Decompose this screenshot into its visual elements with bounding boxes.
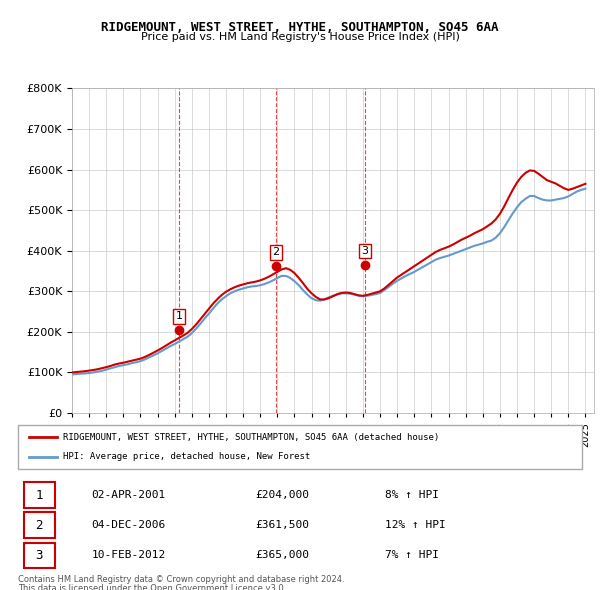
Text: 1: 1 xyxy=(35,489,43,502)
Text: 12% ↑ HPI: 12% ↑ HPI xyxy=(385,520,445,530)
Text: RIDGEMOUNT, WEST STREET, HYTHE, SOUTHAMPTON, SO45 6AA: RIDGEMOUNT, WEST STREET, HYTHE, SOUTHAMP… xyxy=(101,21,499,34)
FancyBboxPatch shape xyxy=(23,482,55,508)
Text: This data is licensed under the Open Government Licence v3.0.: This data is licensed under the Open Gov… xyxy=(18,584,286,590)
Text: £365,000: £365,000 xyxy=(255,550,309,560)
Text: HPI: Average price, detached house, New Forest: HPI: Average price, detached house, New … xyxy=(63,452,310,461)
Text: 7% ↑ HPI: 7% ↑ HPI xyxy=(385,550,439,560)
Text: 3: 3 xyxy=(362,246,368,256)
Text: 04-DEC-2006: 04-DEC-2006 xyxy=(91,520,166,530)
FancyBboxPatch shape xyxy=(23,543,55,568)
Text: Contains HM Land Registry data © Crown copyright and database right 2024.: Contains HM Land Registry data © Crown c… xyxy=(18,575,344,584)
Text: RIDGEMOUNT, WEST STREET, HYTHE, SOUTHAMPTON, SO45 6AA (detached house): RIDGEMOUNT, WEST STREET, HYTHE, SOUTHAMP… xyxy=(63,432,439,442)
Text: 2: 2 xyxy=(272,247,280,257)
Text: 1: 1 xyxy=(175,312,182,322)
Text: £204,000: £204,000 xyxy=(255,490,309,500)
Text: 02-APR-2001: 02-APR-2001 xyxy=(91,490,166,500)
Text: 2: 2 xyxy=(35,519,43,532)
Text: 3: 3 xyxy=(35,549,43,562)
Text: £361,500: £361,500 xyxy=(255,520,309,530)
FancyBboxPatch shape xyxy=(23,513,55,538)
Text: 8% ↑ HPI: 8% ↑ HPI xyxy=(385,490,439,500)
Text: Price paid vs. HM Land Registry's House Price Index (HPI): Price paid vs. HM Land Registry's House … xyxy=(140,32,460,42)
Text: 10-FEB-2012: 10-FEB-2012 xyxy=(91,550,166,560)
FancyBboxPatch shape xyxy=(18,425,582,469)
